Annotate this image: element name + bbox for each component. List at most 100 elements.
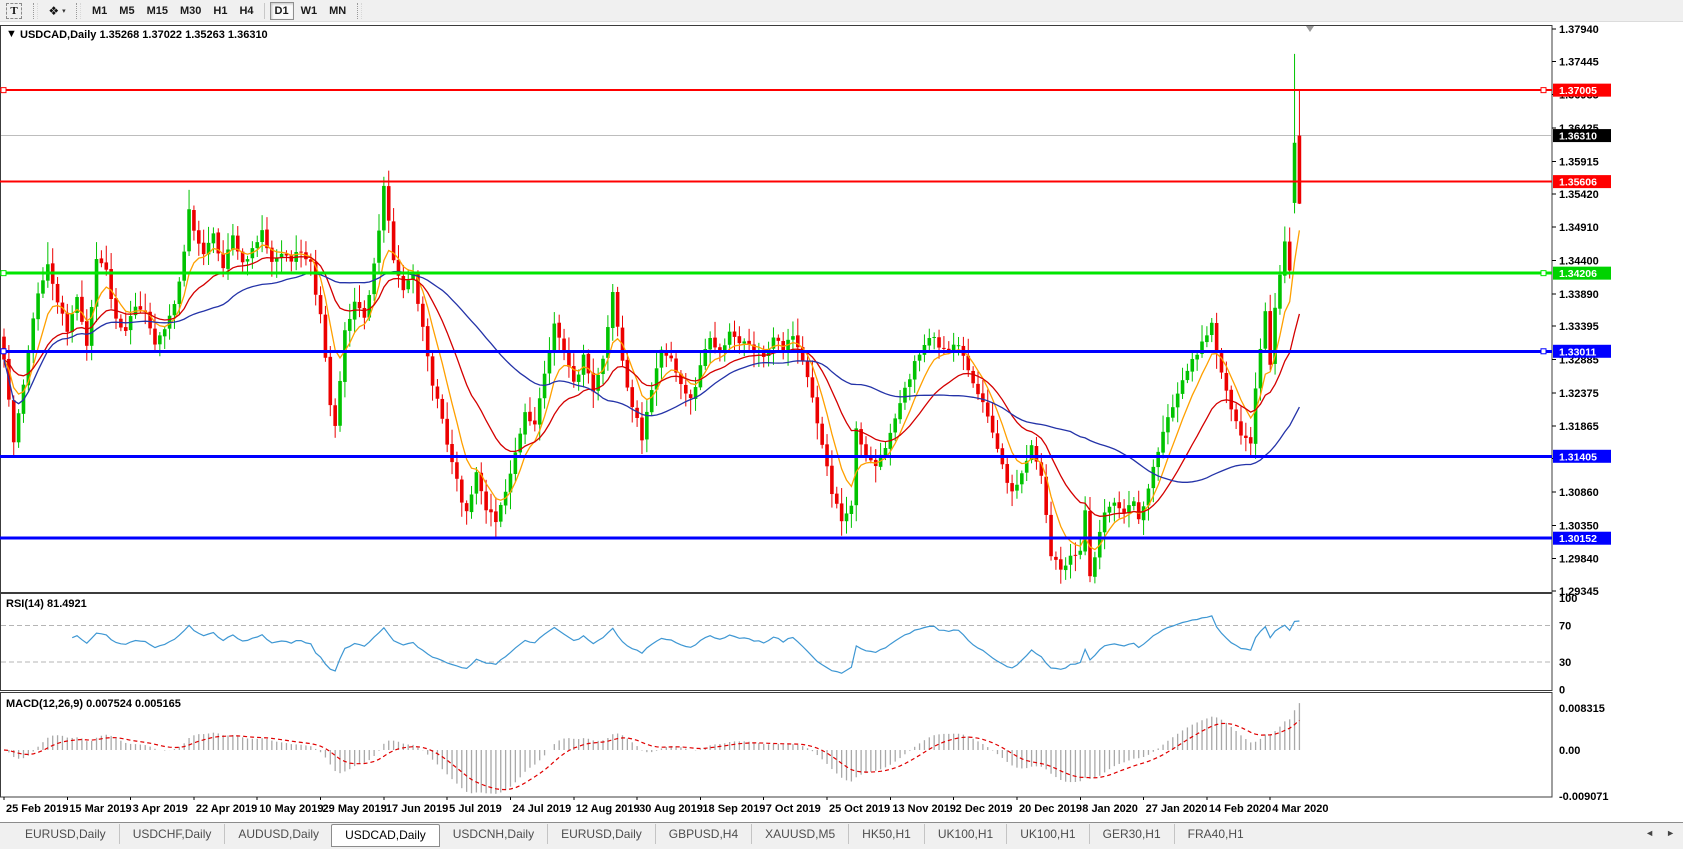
candle-body bbox=[839, 503, 844, 522]
candle-body bbox=[1273, 307, 1277, 364]
candle-body bbox=[211, 233, 216, 244]
level-price-badge-label: 1.37005 bbox=[1559, 85, 1597, 97]
candle-body bbox=[791, 336, 795, 340]
line-drag-handle[interactable] bbox=[0, 270, 7, 277]
date-tick-label: 5 Jul 2019 bbox=[449, 803, 502, 815]
candle-body bbox=[722, 345, 727, 353]
candle-body bbox=[158, 335, 162, 345]
candle-body bbox=[425, 326, 430, 357]
level-price-badge bbox=[1553, 344, 1611, 358]
chart-tab-hk50-h1-8[interactable]: HK50,H1 bbox=[848, 824, 924, 844]
candle-body bbox=[192, 210, 196, 231]
date-tick-label: 25 Oct 2019 bbox=[829, 803, 890, 815]
timeframe-button-w1[interactable]: W1 bbox=[300, 4, 318, 17]
chart-tab-fra40-h1-12[interactable]: FRA40,H1 bbox=[1173, 824, 1257, 844]
candle-body bbox=[571, 366, 576, 382]
chart-tab-usdcnh-daily-4[interactable]: USDCNH,Daily bbox=[452, 827, 535, 841]
text-tool-button[interactable]: T bbox=[0, 2, 28, 20]
price-tick-label: 1.33890 bbox=[1559, 289, 1599, 301]
candle-body bbox=[805, 361, 810, 378]
candle-body bbox=[567, 352, 571, 367]
candle-body bbox=[323, 314, 328, 358]
chevron-down-icon: ▾ bbox=[62, 7, 66, 15]
candle-body bbox=[800, 347, 805, 361]
rsi-line bbox=[71, 615, 1300, 674]
candle-body bbox=[927, 338, 932, 346]
timeframe-button-m1[interactable]: M1 bbox=[92, 4, 108, 17]
candle-body bbox=[932, 336, 936, 338]
candle-body bbox=[912, 361, 917, 380]
ma-fast-line bbox=[3, 230, 1301, 551]
timeframe-button-mn[interactable]: MN bbox=[329, 4, 347, 17]
date-tick-label: 7 Oct 2019 bbox=[766, 803, 821, 815]
candle-body bbox=[231, 235, 235, 250]
candle-body bbox=[484, 491, 488, 511]
drawing-tools-button[interactable]: ❖ ▾ bbox=[43, 2, 71, 20]
candle-body bbox=[820, 423, 824, 445]
price-tick-label: 1.34910 bbox=[1559, 222, 1599, 234]
candle-body bbox=[1136, 502, 1141, 520]
timeframe-button-m30[interactable]: M30 bbox=[179, 4, 202, 17]
candle-body bbox=[421, 303, 425, 327]
candle-body bbox=[752, 344, 756, 352]
tab-scroll-right-icon[interactable]: ► bbox=[1666, 828, 1675, 838]
candle-body bbox=[761, 350, 766, 357]
rsi-layers bbox=[1, 615, 1551, 674]
chart-collapse-icon[interactable]: ▼ bbox=[6, 28, 17, 40]
candle-body bbox=[557, 322, 561, 338]
chart-tab-xauusd-m5-7[interactable]: XAUUSD,M5 bbox=[751, 824, 848, 844]
chart-tab-usdcad-daily-3[interactable]: USDCAD,Daily bbox=[331, 824, 440, 847]
chart-tab-uk100-h1-9[interactable]: UK100,H1 bbox=[923, 824, 1006, 844]
candle-body bbox=[372, 263, 376, 295]
timeframe-button-m15[interactable]: M15 bbox=[146, 4, 168, 17]
candle-body bbox=[459, 479, 464, 503]
level-price-badge bbox=[1553, 449, 1611, 463]
candle-body bbox=[197, 230, 201, 244]
chart-tab-uk100-h1-10[interactable]: UK100,H1 bbox=[1006, 824, 1088, 844]
level-price-badge-label: 1.31405 bbox=[1559, 451, 1597, 463]
candle-body bbox=[727, 331, 732, 345]
chart-canvas[interactable]: 1.379401.374451.369351.364251.359151.354… bbox=[0, 22, 1683, 822]
candle-body bbox=[552, 323, 557, 350]
candle-body bbox=[1263, 311, 1268, 349]
line-drag-handle[interactable] bbox=[0, 348, 7, 355]
candle-body bbox=[338, 380, 342, 426]
candle-body bbox=[299, 251, 303, 253]
candle-body bbox=[1132, 501, 1136, 507]
candle-body bbox=[679, 373, 683, 385]
candle-body bbox=[377, 230, 381, 263]
chart-tab-audusd-daily-2[interactable]: AUDUSD,Daily bbox=[224, 824, 332, 844]
candle-body bbox=[1205, 335, 1209, 343]
candle-body bbox=[591, 372, 596, 392]
chart-tabs-bar: EURUSD,Daily USDCHF,Daily AUDUSD,Daily USDC… bbox=[0, 822, 1683, 849]
candle-body bbox=[562, 338, 566, 353]
candle-body bbox=[367, 295, 372, 318]
timeframe-button-d1[interactable]: D1 bbox=[269, 1, 294, 20]
line-drag-handle[interactable] bbox=[1540, 348, 1547, 355]
candle-body bbox=[382, 185, 386, 231]
candle-body bbox=[1063, 565, 1068, 571]
chart-tab-usdchf-daily-1[interactable]: USDCHF,Daily bbox=[118, 824, 225, 844]
tab-scroll-left-icon[interactable]: ◄ bbox=[1645, 828, 1655, 838]
chart-tab-ger30-h1-11[interactable]: GER30,H1 bbox=[1088, 824, 1174, 844]
candle-body bbox=[942, 347, 946, 349]
timeframe-button-m5[interactable]: M5 bbox=[119, 4, 135, 17]
candle-body bbox=[309, 259, 313, 262]
candle-body bbox=[518, 433, 523, 453]
candle-body bbox=[981, 393, 985, 403]
line-drag-handle[interactable] bbox=[1540, 270, 1547, 277]
candle-body bbox=[844, 513, 849, 522]
current-price-badge-label: 1.36310 bbox=[1559, 131, 1597, 143]
date-tick-label: 29 May 2019 bbox=[323, 803, 387, 815]
level-price-badge bbox=[1553, 83, 1611, 97]
line-drag-handle[interactable] bbox=[0, 87, 7, 94]
chart-tab-gbpusd-h4-6[interactable]: GBPUSD,H4 bbox=[654, 824, 751, 844]
line-drag-handle[interactable] bbox=[1540, 87, 1547, 94]
timeframe-button-h4[interactable]: H4 bbox=[239, 4, 254, 17]
chart-tab-eurusd-daily-5[interactable]: EURUSD,Daily bbox=[547, 824, 655, 844]
candle-body bbox=[615, 292, 620, 327]
timeframe-button-h1[interactable]: H1 bbox=[213, 4, 228, 17]
rsi-axis-label: 0 bbox=[1559, 685, 1565, 697]
chart-tab-eurusd-daily-0[interactable]: EURUSD,Daily bbox=[25, 827, 106, 841]
